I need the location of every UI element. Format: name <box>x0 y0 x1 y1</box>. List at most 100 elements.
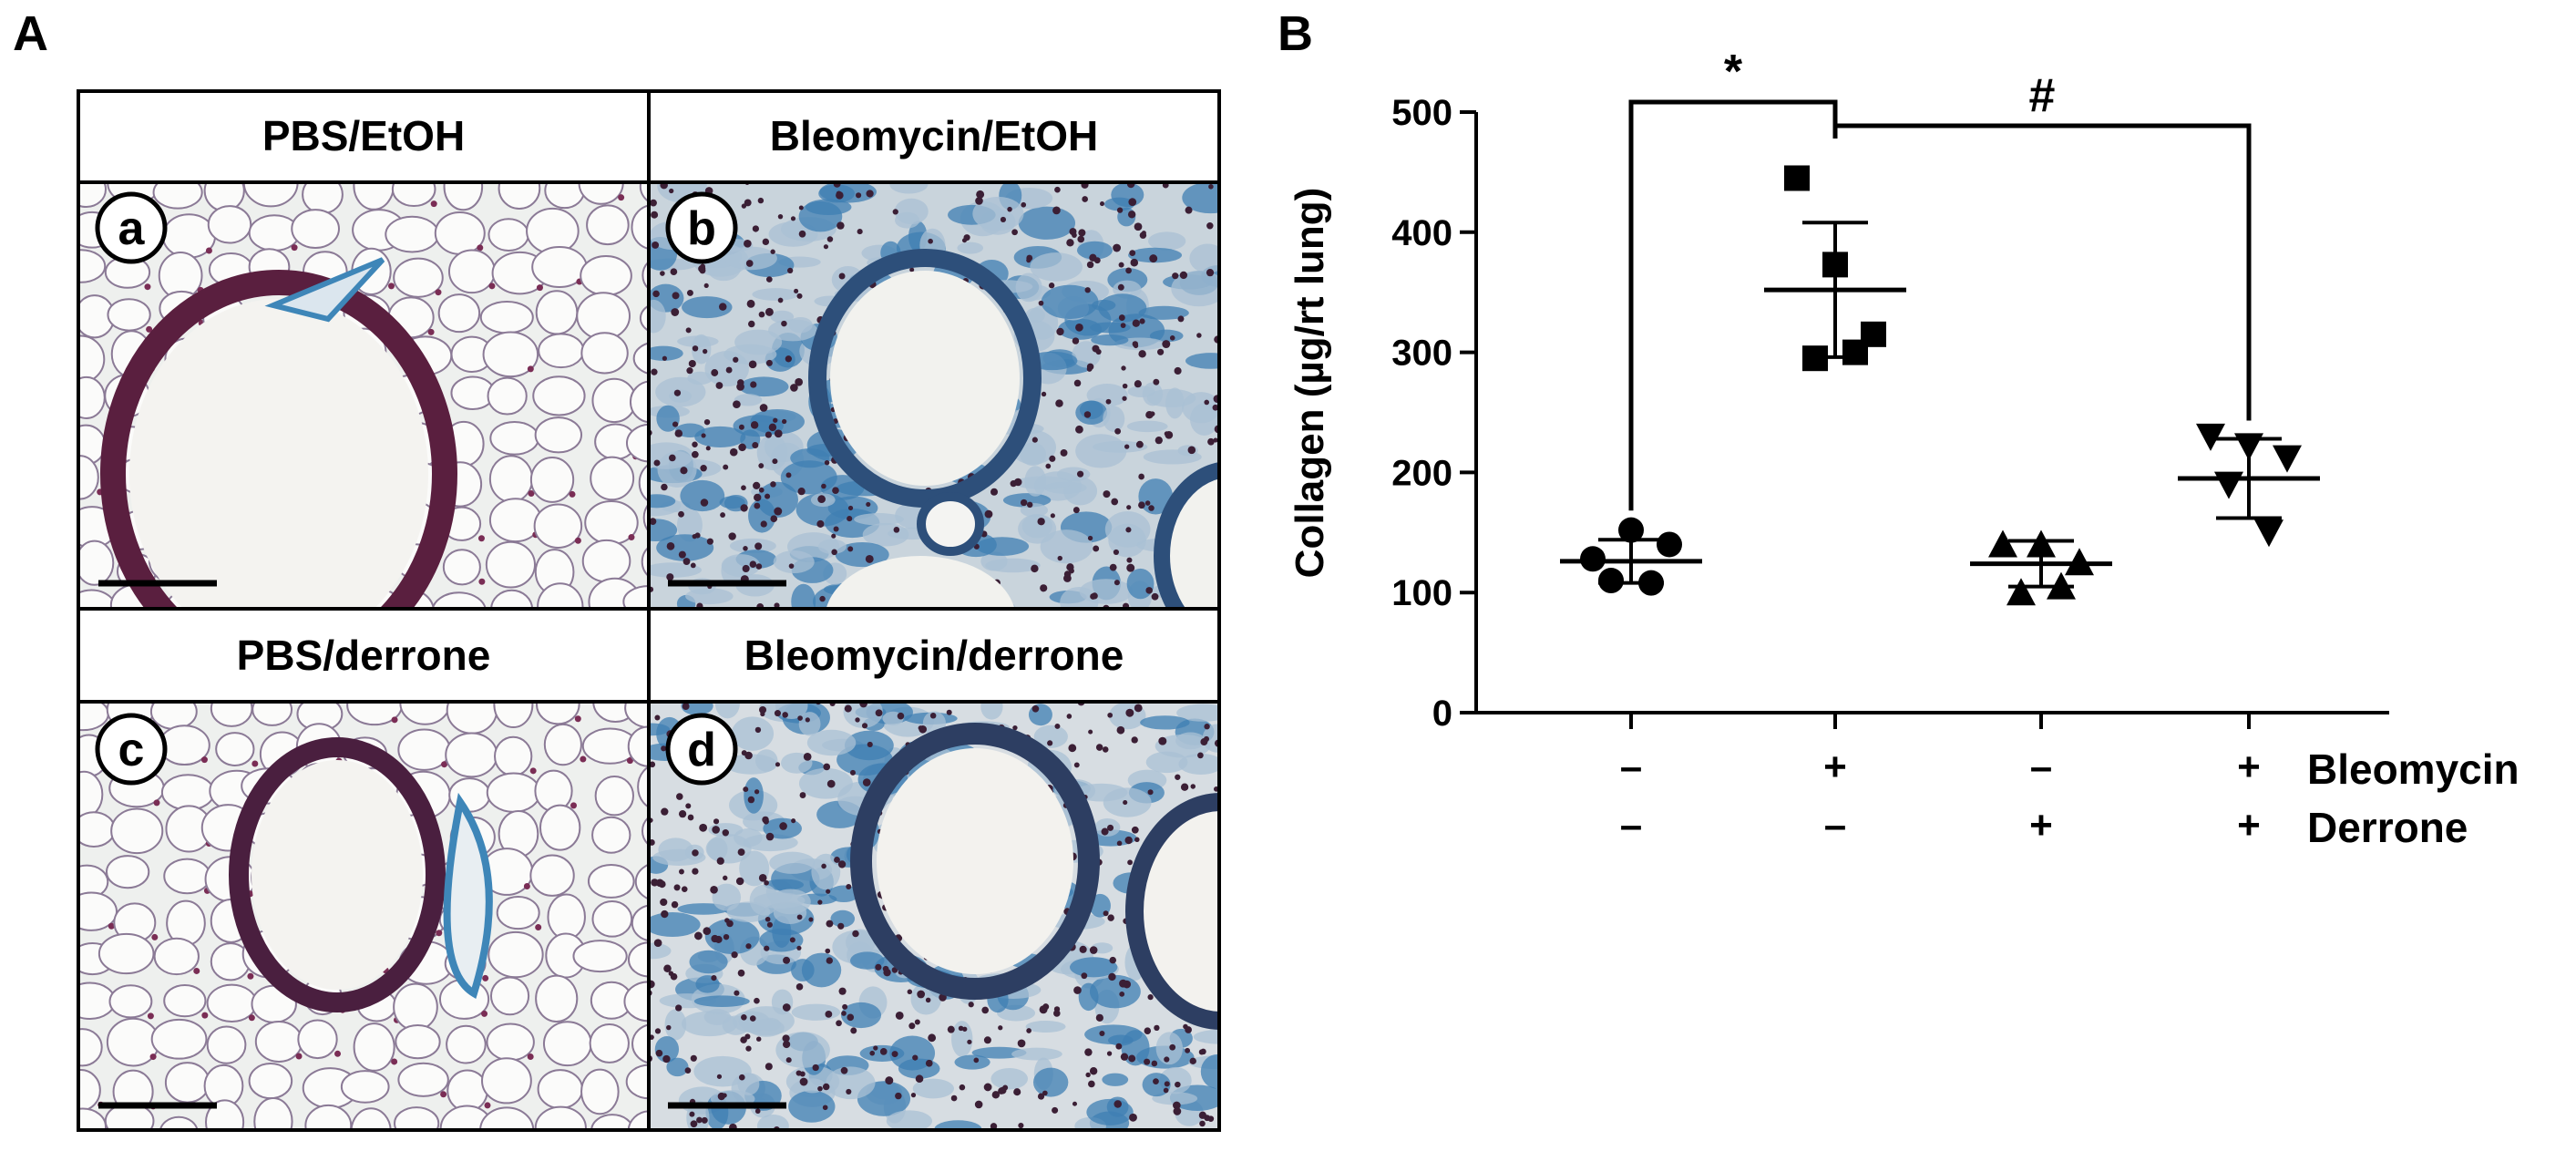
collagen-fiber <box>1076 241 1113 260</box>
cell-nucleus <box>750 421 759 429</box>
alveolus <box>529 456 575 503</box>
fibrotic-tissue-pattern <box>649 702 1219 1130</box>
cell-nucleus <box>682 558 691 565</box>
collagen-fiber <box>1147 231 1186 251</box>
cell-nucleus <box>785 472 792 478</box>
cell-nucleus <box>1057 555 1062 561</box>
cell-nucleus <box>1078 229 1086 237</box>
cell-nucleus <box>1157 348 1165 355</box>
cell-nucleus <box>744 751 753 760</box>
collagen-fiber <box>1102 1073 1129 1086</box>
cell-nucleus <box>1164 1056 1170 1063</box>
cell-nucleus <box>822 1105 828 1111</box>
cell-nucleus <box>1075 323 1083 332</box>
cell-nucleus <box>777 213 784 220</box>
cell-nucleus <box>867 741 873 747</box>
alveolus <box>448 777 491 813</box>
alveolus <box>487 218 529 252</box>
cell-nucleus <box>849 769 856 776</box>
cell-nucleus <box>662 1054 671 1064</box>
micrograph-b <box>649 182 1219 609</box>
cell-nucleus <box>765 493 771 499</box>
cell-nucleus <box>747 796 755 804</box>
cell-nucleus <box>1049 455 1056 462</box>
cell-nucleus <box>1081 972 1088 980</box>
cell-nucleus <box>715 382 724 389</box>
nucleus <box>536 284 543 292</box>
cell-nucleus <box>705 446 711 451</box>
vessel <box>443 792 493 1000</box>
collagen-fiber <box>1200 1053 1219 1089</box>
cell-nucleus <box>690 1120 698 1128</box>
cell-nucleus <box>737 969 745 977</box>
cell-nucleus <box>826 920 834 928</box>
cell-nucleus <box>1099 201 1105 207</box>
alveolus <box>542 1021 592 1067</box>
nucleus <box>441 761 448 768</box>
cell-nucleus <box>754 997 760 1004</box>
collagen-fiber <box>1143 449 1202 465</box>
y-tick-label: 100 <box>1391 573 1452 613</box>
alveolus <box>97 932 155 975</box>
alveolus <box>254 1020 303 1063</box>
collagen-fiber <box>649 519 678 542</box>
cell-nucleus <box>1103 910 1109 917</box>
collagen-fiber <box>656 405 680 432</box>
alveolus <box>297 1019 338 1060</box>
cell-nucleus <box>998 1025 1003 1031</box>
cell-nucleus <box>716 857 724 865</box>
airway-wall <box>850 723 1100 1000</box>
alveolus <box>535 974 579 1023</box>
nucleus <box>574 537 581 544</box>
cell-nucleus <box>1085 1072 1091 1078</box>
nucleus <box>248 1014 255 1022</box>
cell-nucleus <box>774 602 780 609</box>
collagen-fiber <box>1103 197 1135 211</box>
cell-nucleus <box>760 520 767 528</box>
cell-nucleus <box>1129 1113 1137 1122</box>
cell-nucleus <box>1084 287 1091 293</box>
cell-nucleus <box>789 937 795 943</box>
significance-label: # <box>2029 69 2056 122</box>
cell-nucleus <box>1175 1081 1181 1088</box>
collagen-fiber <box>768 319 818 342</box>
alveoli-pattern <box>78 702 649 1149</box>
cell-nucleus <box>909 267 915 272</box>
cell-nucleus <box>1197 752 1204 759</box>
condition-row-label: Derrone <box>2307 804 2468 851</box>
nucleus <box>388 1143 395 1149</box>
collagen-fiber <box>791 1003 841 1021</box>
nucleus <box>580 755 587 763</box>
nucleus <box>391 716 398 724</box>
data-point-circle <box>1618 517 1644 543</box>
image-letter: a <box>118 202 146 255</box>
cell-nucleus <box>754 502 761 509</box>
nucleus <box>193 967 200 974</box>
image-letter: b <box>687 202 716 255</box>
cell-nucleus <box>1055 399 1063 407</box>
cell-nucleus <box>1126 563 1135 572</box>
cell-nucleus <box>852 930 859 938</box>
airway-lumen <box>129 299 428 609</box>
cell-nucleus <box>653 939 662 948</box>
cell-nucleus <box>838 272 846 280</box>
airway-wall <box>100 270 457 609</box>
alveolus <box>581 539 631 583</box>
collagen-fiber <box>1091 334 1129 346</box>
cell-nucleus <box>974 1100 983 1109</box>
alveolus <box>535 702 580 725</box>
collagen-fiber <box>724 246 777 271</box>
alveolus <box>78 891 118 931</box>
collagen-fiber <box>1182 182 1219 214</box>
collagen-fiber <box>747 1018 785 1037</box>
alveolus <box>251 702 293 726</box>
collagen-fiber <box>712 883 742 911</box>
cell-nucleus <box>703 418 711 426</box>
histology-image-d: Bleomycin/derrone d <box>649 609 1219 1130</box>
cell-nucleus <box>787 267 794 274</box>
nucleus <box>626 757 633 765</box>
collagen-fiber <box>675 423 705 437</box>
cell-nucleus <box>1084 1048 1093 1056</box>
